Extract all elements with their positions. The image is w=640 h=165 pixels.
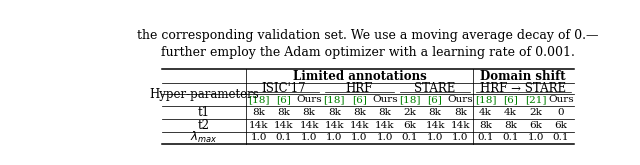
Text: 8k: 8k (504, 121, 517, 130)
Text: 1.0: 1.0 (326, 133, 342, 142)
Text: 1.0: 1.0 (301, 133, 317, 142)
Text: Hyper-parameters: Hyper-parameters (149, 88, 259, 101)
Text: $\lambda_{max}$: $\lambda_{max}$ (190, 130, 218, 146)
Text: 0.1: 0.1 (276, 133, 292, 142)
Text: 4k: 4k (479, 108, 492, 117)
Text: 6k: 6k (554, 121, 568, 130)
Text: 14k: 14k (249, 121, 269, 130)
Text: [6]: [6] (503, 96, 518, 104)
Text: 0.1: 0.1 (502, 133, 519, 142)
Text: Ours: Ours (548, 96, 573, 104)
Text: 8k: 8k (303, 108, 316, 117)
Text: 8k: 8k (479, 121, 492, 130)
Text: 1.0: 1.0 (376, 133, 393, 142)
Text: 8k: 8k (353, 108, 366, 117)
Text: t1: t1 (198, 106, 210, 119)
Text: 8k: 8k (328, 108, 340, 117)
Text: t2: t2 (198, 119, 210, 132)
Text: Domain shift: Domain shift (481, 70, 566, 83)
Text: [6]: [6] (352, 96, 367, 104)
Text: 14k: 14k (451, 121, 470, 130)
Text: Ours: Ours (447, 96, 473, 104)
Text: 14k: 14k (375, 121, 394, 130)
Text: 1.0: 1.0 (527, 133, 544, 142)
Text: ISIC'17: ISIC'17 (262, 82, 307, 95)
Text: 6k: 6k (529, 121, 542, 130)
Text: HRF → STARE: HRF → STARE (480, 82, 566, 95)
Text: 8k: 8k (252, 108, 265, 117)
Text: 1.0: 1.0 (452, 133, 468, 142)
Text: 14k: 14k (275, 121, 294, 130)
Text: the corresponding validation set. We use a moving average decay of 0.—: the corresponding validation set. We use… (137, 29, 598, 42)
Text: 2k: 2k (529, 108, 542, 117)
Text: 0.1: 0.1 (477, 133, 493, 142)
Text: 0: 0 (557, 108, 564, 117)
Text: [18]: [18] (324, 96, 345, 104)
Text: 14k: 14k (300, 121, 319, 130)
Text: Limited annotations: Limited annotations (292, 70, 426, 83)
Text: HRF: HRF (346, 82, 373, 95)
Text: 8k: 8k (278, 108, 291, 117)
Text: 0.1: 0.1 (553, 133, 569, 142)
Text: 14k: 14k (426, 121, 445, 130)
Text: [21]: [21] (525, 96, 547, 104)
Text: 8k: 8k (429, 108, 442, 117)
Text: [18]: [18] (475, 96, 496, 104)
Text: Ours: Ours (296, 96, 322, 104)
Text: [18]: [18] (248, 96, 269, 104)
Text: 2k: 2k (403, 108, 416, 117)
Text: further employ the Adam optimizer with a learning rate of 0.001.: further employ the Adam optimizer with a… (161, 46, 575, 59)
Text: 6k: 6k (403, 121, 416, 130)
Text: Ours: Ours (372, 96, 397, 104)
Text: 0.1: 0.1 (402, 133, 418, 142)
Text: 8k: 8k (454, 108, 467, 117)
Text: 8k: 8k (378, 108, 391, 117)
Text: 1.0: 1.0 (427, 133, 444, 142)
Text: 1.0: 1.0 (251, 133, 267, 142)
Text: [18]: [18] (399, 96, 420, 104)
Text: [6]: [6] (428, 96, 442, 104)
Text: 1.0: 1.0 (351, 133, 368, 142)
Text: [6]: [6] (276, 96, 291, 104)
Text: 4k: 4k (504, 108, 517, 117)
Text: 14k: 14k (324, 121, 344, 130)
Text: 14k: 14k (350, 121, 369, 130)
Text: STARE: STARE (414, 82, 456, 95)
